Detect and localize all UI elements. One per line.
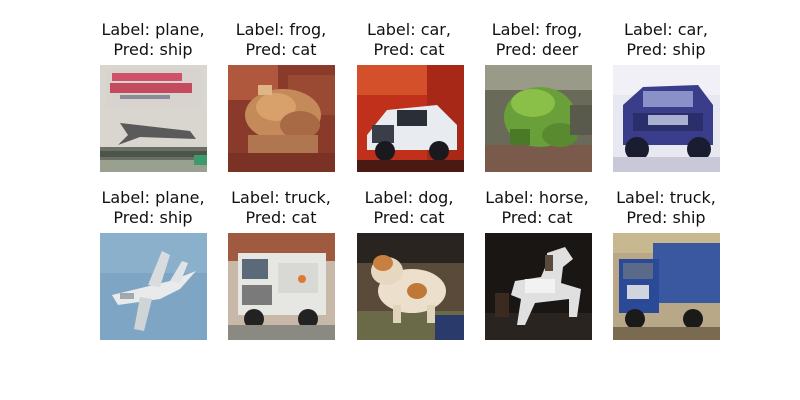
label-text: Label: plane,	[101, 20, 205, 39]
caption: Label: truck, Pred: cat	[216, 188, 346, 228]
car-icon	[357, 65, 464, 172]
sample-cell-6: Label: plane, Pred: ship	[88, 188, 218, 228]
white-horse-icon	[485, 233, 592, 340]
label-text: Label: truck,	[616, 188, 716, 207]
sample-cell-4: Label: frog, Pred: deer	[472, 20, 602, 60]
white-truck-icon	[228, 233, 335, 340]
pred-text: Pred: ship	[626, 40, 706, 59]
sample-cell-7: Label: truck, Pred: cat	[216, 188, 346, 228]
caption: Label: car, Pred: cat	[344, 20, 474, 60]
pred-text: Pred: cat	[373, 40, 445, 59]
frog-icon	[228, 65, 335, 172]
label-text: Label: horse,	[485, 188, 589, 207]
pred-text: Pred: cat	[245, 40, 317, 59]
caption: Label: car, Pred: ship	[601, 20, 731, 60]
plane-poster-icon	[100, 65, 207, 172]
dog-icon	[357, 233, 464, 340]
pred-text: Pred: cat	[501, 208, 573, 227]
label-text: Label: car,	[624, 20, 708, 39]
caption: Label: horse, Pred: cat	[472, 188, 602, 228]
sample-cell-8: Label: dog, Pred: cat	[344, 188, 474, 228]
sample-cell-9: Label: horse, Pred: cat	[472, 188, 602, 228]
pred-text: Pred: ship	[113, 40, 193, 59]
caption: Label: truck, Pred: ship	[601, 188, 731, 228]
sample-cell-3: Label: car, Pred: cat	[344, 20, 474, 60]
pred-text: Pred: ship	[626, 208, 706, 227]
caption: Label: dog, Pred: cat	[344, 188, 474, 228]
sample-cell-1: Label: plane, Pred: ship	[88, 20, 218, 60]
label-text: Label: dog,	[364, 188, 454, 207]
label-text: Label: truck,	[231, 188, 331, 207]
pred-text: Pred: cat	[245, 208, 317, 227]
sample-cell-2: Label: frog, Pred: cat	[216, 20, 346, 60]
pred-text: Pred: ship	[113, 208, 193, 227]
sample-cell-10: Label: truck, Pred: ship	[601, 188, 731, 228]
pred-text: Pred: cat	[373, 208, 445, 227]
label-text: Label: frog,	[235, 20, 327, 39]
label-text: Label: car,	[367, 20, 451, 39]
green-frog-icon	[485, 65, 592, 172]
label-text: Label: plane,	[101, 188, 205, 207]
blue-suv-icon	[613, 65, 720, 172]
blue-truck-icon	[613, 233, 720, 340]
pred-text: Pred: deer	[495, 40, 579, 59]
caption: Label: frog, Pred: deer	[472, 20, 602, 60]
caption: Label: plane, Pred: ship	[88, 188, 218, 228]
caption: Label: plane, Pred: ship	[88, 20, 218, 60]
label-text: Label: frog,	[491, 20, 583, 39]
caption: Label: frog, Pred: cat	[216, 20, 346, 60]
jet-icon	[100, 233, 207, 340]
sample-cell-5: Label: car, Pred: ship	[601, 20, 731, 60]
